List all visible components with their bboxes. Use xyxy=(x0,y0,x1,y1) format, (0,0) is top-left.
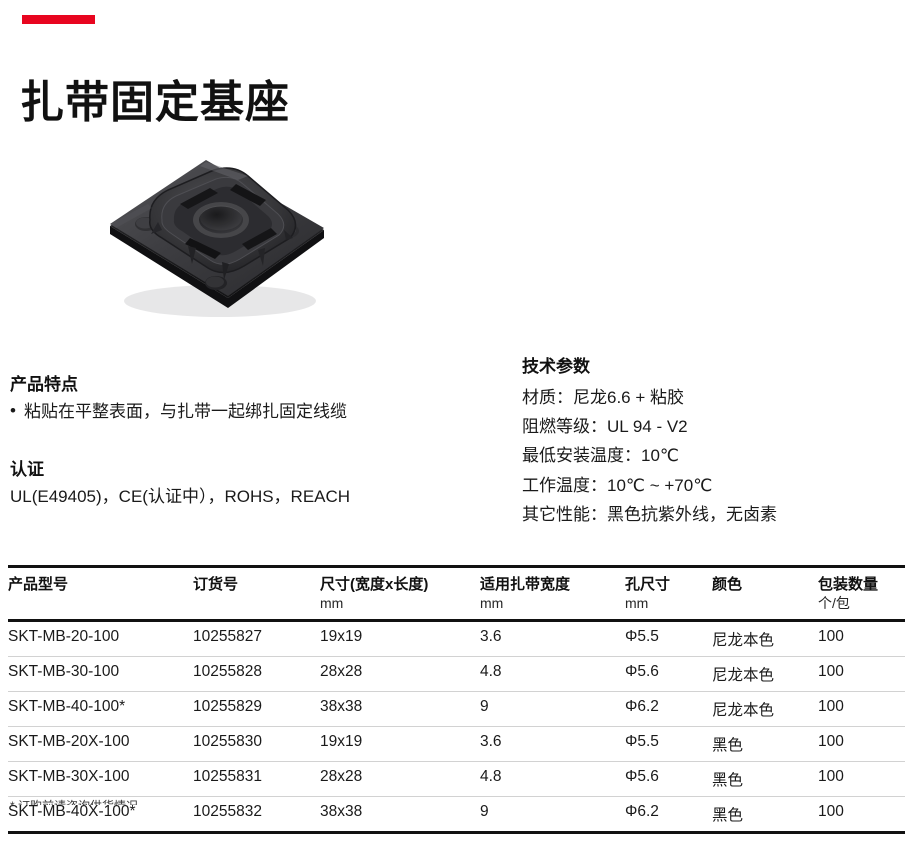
column-header-tie-width-unit: mm xyxy=(480,595,504,612)
cell-size: 28x28 xyxy=(320,768,363,786)
product-table-body: SKT-MB-20-100 10255827 19x19 3.6 Φ5.5 尼龙本色 100… xyxy=(8,621,905,833)
page-title: 扎带固定基座 xyxy=(20,78,290,128)
cell-tie-width: 3.6 xyxy=(480,628,502,646)
cell-hole-size: Φ5.5 xyxy=(625,733,659,751)
cell-size: 38x38 xyxy=(320,803,363,821)
cell-hole-size: Φ6.2 xyxy=(625,803,659,821)
certification-heading: 认证 xyxy=(10,460,44,479)
certification-section: 认证 UL(E49405)，CE(认证中），ROHS，REACH xyxy=(10,455,510,509)
table-row: SKT-MB-20-100 10255827 19x19 3.6 Φ5.5 尼龙本色 100 xyxy=(8,621,905,657)
column-header-order-no: 订货号 xyxy=(193,567,320,621)
product-table-header: 产品型号 订货号 尺寸(宽度x长度) mm 适用扎带宽度 mm 孔尺寸 mm 颜… xyxy=(8,566,905,621)
cell-color: 尼龙本色 xyxy=(712,702,775,720)
spec-item-flame-rating: 阻燃等级：UL 94 - V2 xyxy=(522,417,688,437)
column-header-hole-size: 孔尺寸 mm xyxy=(625,567,712,621)
cell-order-no: 10255828 xyxy=(193,663,262,681)
cell-order-no: 10255827 xyxy=(193,628,262,646)
cell-color: 黑色 xyxy=(712,807,744,825)
cell-pack-qty: 100 xyxy=(818,628,844,646)
table-row: SKT-MB-30-100 10255828 28x28 4.8 Φ5.6 尼龙本色 100 xyxy=(8,657,905,692)
cell-tie-width: 4.8 xyxy=(480,663,502,681)
cell-tie-width: 9 xyxy=(480,803,489,821)
cell-model: SKT-MB-40-100* xyxy=(8,698,126,716)
cell-order-no: 10255830 xyxy=(193,733,262,751)
table-row: SKT-MB-30X-100 10255831 28x28 4.8 Φ5.6 黑色 100 xyxy=(8,762,905,797)
product-feature-item: 粘贴在平整表面，与扎带一起绑扎固定线缆 xyxy=(10,398,510,425)
cell-size: 19x19 xyxy=(320,628,363,646)
product-features-heading: 产品特点 xyxy=(10,375,78,394)
column-header-size-unit: mm xyxy=(320,595,344,612)
cell-size: 38x38 xyxy=(320,698,363,716)
spec-item-operating-temp: 工作温度：10℃ ~ +70℃ xyxy=(522,475,713,495)
product-image xyxy=(88,138,344,324)
column-header-model-label: 产品型号 xyxy=(8,576,69,593)
cell-size: 28x28 xyxy=(320,663,363,681)
cell-pack-qty: 100 xyxy=(818,698,844,716)
cell-tie-width: 9 xyxy=(480,698,489,716)
cell-model: SKT-MB-20-100 xyxy=(8,628,120,646)
cell-model: SKT-MB-20X-100 xyxy=(8,733,130,751)
certification-value: UL(E49405)，CE(认证中），ROHS，REACH xyxy=(10,487,351,506)
cell-size: 19x19 xyxy=(320,733,363,751)
cell-pack-qty: 100 xyxy=(818,768,844,786)
cell-color: 黑色 xyxy=(712,772,744,790)
table-row: SKT-MB-40-100* 10255829 38x38 9 Φ6.2 尼龙本色 100 xyxy=(8,692,905,727)
cell-hole-size: Φ5.6 xyxy=(625,663,659,681)
spec-item-material: 材质：尼龙6.6 + 粘胶 xyxy=(522,388,685,407)
table-footnote: * 订购前请咨询供货情况 xyxy=(10,797,900,805)
column-header-pack-qty-unit: 个/包 xyxy=(818,595,850,612)
column-header-model: 产品型号 xyxy=(8,567,193,621)
cell-model: SKT-MB-30-100 xyxy=(8,663,120,681)
column-header-order-no-label: 订货号 xyxy=(193,576,239,593)
cable-tie-mount-base-illustration xyxy=(110,160,324,317)
cell-order-no: 10255829 xyxy=(193,698,262,716)
cell-pack-qty: 100 xyxy=(818,803,844,821)
column-header-hole-size-unit: mm xyxy=(625,595,649,612)
product-table: 产品型号 订货号 尺寸(宽度x长度) mm 适用扎带宽度 mm 孔尺寸 mm 颜… xyxy=(8,565,905,834)
column-header-size: 尺寸(宽度x长度) mm xyxy=(320,567,480,621)
cell-color: 尼龙本色 xyxy=(712,667,775,685)
cell-hole-size: Φ5.5 xyxy=(625,628,659,646)
spec-item-other: 其它性能：黑色抗紫外线，无卤素 xyxy=(522,504,777,524)
cell-hole-size: Φ6.2 xyxy=(625,698,659,716)
cell-pack-qty: 100 xyxy=(818,663,844,681)
column-header-tie-width-label: 适用扎带宽度 xyxy=(480,576,571,593)
column-header-pack-qty: 包装数量 个/包 xyxy=(818,567,905,621)
table-row: SKT-MB-20X-100 10255830 19x19 3.6 Φ5.5 黑色 100 xyxy=(8,727,905,762)
spec-item-min-install-temp: 最低安装温度：10℃ xyxy=(522,446,680,466)
cell-model: SKT-MB-30X-100 xyxy=(8,768,130,786)
cell-order-no: 10255832 xyxy=(193,803,262,821)
accent-bar xyxy=(22,15,95,24)
technical-specs-heading: 技术参数 xyxy=(522,357,590,376)
column-header-size-label: 尺寸(宽度x长度) xyxy=(320,576,429,593)
cell-pack-qty: 100 xyxy=(818,733,844,751)
technical-specs-list: 材质：尼龙6.6 + 粘胶 阻燃等级：UL 94 - V2 最低安装温度：10℃… xyxy=(522,383,912,529)
column-header-color-label: 颜色 xyxy=(712,576,743,593)
technical-specs-section: 技术参数 材质：尼龙6.6 + 粘胶 阻燃等级：UL 94 - V2 最低安装温… xyxy=(522,352,912,529)
cell-color: 黑色 xyxy=(712,737,744,755)
table-header-row: 产品型号 订货号 尺寸(宽度x长度) mm 适用扎带宽度 mm 孔尺寸 mm 颜… xyxy=(8,566,905,621)
product-features-list: 粘贴在平整表面，与扎带一起绑扎固定线缆 xyxy=(10,398,510,425)
cell-tie-width: 4.8 xyxy=(480,768,502,786)
cell-order-no: 10255831 xyxy=(193,768,262,786)
table-row: SKT-MB-40X-100* 10255832 38x38 9 Φ6.2 黑色 100 xyxy=(8,797,905,833)
column-header-color: 颜色 xyxy=(712,567,818,621)
column-header-tie-width: 适用扎带宽度 mm xyxy=(480,567,625,621)
cell-color: 尼龙本色 xyxy=(712,632,775,650)
product-features-section: 产品特点 粘贴在平整表面，与扎带一起绑扎固定线缆 xyxy=(10,370,510,425)
cell-hole-size: Φ5.6 xyxy=(625,768,659,786)
column-header-hole-size-label: 孔尺寸 xyxy=(625,576,671,593)
cell-model: SKT-MB-40X-100* xyxy=(8,803,136,821)
column-header-pack-qty-label: 包装数量 xyxy=(818,576,879,593)
cell-tie-width: 3.6 xyxy=(480,733,502,751)
